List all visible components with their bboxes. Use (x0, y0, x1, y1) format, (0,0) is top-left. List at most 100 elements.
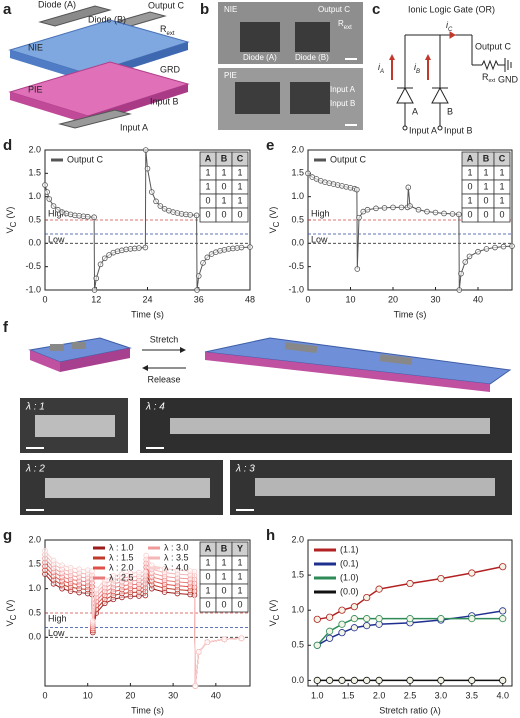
label: Input A (120, 122, 148, 132)
point (432, 209, 439, 216)
label: PIE (28, 84, 43, 94)
point (191, 568, 198, 575)
point (50, 557, 57, 564)
y-axis-label: C (9, 221, 18, 227)
x-tick-label: 0 (42, 294, 47, 304)
table-value: 1 (205, 557, 210, 567)
photo-detail (235, 82, 280, 114)
panel-c: c Ionic Logic Gate (OR) iC Output C iA i… (372, 1, 519, 135)
point (468, 569, 476, 577)
legend-label: Output C (330, 154, 367, 164)
y-axis-label: VC (V) (268, 600, 281, 627)
label: iA (378, 62, 384, 74)
series-line (317, 565, 503, 621)
point (313, 615, 321, 623)
point (456, 287, 463, 293)
label: C (448, 27, 453, 33)
point (406, 615, 414, 623)
sample-side (30, 350, 60, 372)
table-value: 1 (237, 167, 242, 177)
point (364, 206, 371, 213)
x-axis-label: Time (s) (131, 705, 164, 715)
label: Input B (330, 99, 355, 108)
table-value: 0 (221, 585, 226, 595)
point (305, 170, 311, 177)
table-value: 1 (483, 167, 488, 177)
legend-label: λ : 2.5 (109, 572, 134, 582)
x-tick-label: 12 (91, 294, 101, 304)
point (157, 203, 164, 209)
legend-label: (1.0) (340, 572, 359, 582)
y-axis-label: V (268, 227, 278, 233)
legend-label: Output C (67, 154, 104, 164)
x-tick-label: 3.5 (466, 690, 479, 700)
y-tick-label: -0.5 (288, 261, 304, 271)
table-value: 1 (237, 557, 242, 567)
point (350, 676, 358, 684)
x-tick-label: 4.0 (496, 690, 509, 700)
table-value: 0 (205, 209, 210, 219)
table-value: 1 (221, 557, 226, 567)
label: Release (147, 374, 180, 384)
y-tick-label: 1.0 (291, 605, 304, 615)
point (363, 615, 371, 623)
point (142, 569, 149, 575)
label: R (338, 19, 344, 28)
point (46, 196, 53, 202)
y-axis-label: (V) (268, 600, 278, 612)
label: i (414, 62, 417, 72)
x-tick-label: 20 (388, 294, 398, 304)
label: GRD (160, 64, 181, 74)
legend-label: λ : 1.5 (109, 552, 134, 562)
table-value: 0 (499, 209, 504, 219)
y-axis-label: V (5, 620, 15, 626)
table-value: 0 (237, 599, 242, 609)
table-value: 0 (237, 209, 242, 219)
label: Rext (338, 19, 352, 30)
point (458, 270, 464, 277)
threshold-label: Low (48, 628, 65, 638)
x-tick-label: 30 (430, 294, 440, 304)
point (338, 629, 346, 637)
table-value: 0 (205, 571, 210, 581)
point (89, 568, 95, 574)
table-value: 1 (237, 585, 242, 595)
table-value: 0 (221, 209, 226, 219)
legend-label: λ : 4.0 (164, 562, 189, 572)
x-tick-label: 40 (211, 690, 221, 700)
point (424, 208, 430, 215)
y-axis-label: C (272, 614, 281, 620)
legend-label: λ : 3.0 (164, 542, 189, 552)
x-axis-label: Time (s) (131, 309, 164, 319)
point (509, 243, 515, 249)
point (76, 566, 82, 572)
point (390, 204, 396, 211)
point (415, 206, 422, 213)
table-header: Y (237, 543, 243, 553)
point (499, 563, 507, 571)
scale-bar (345, 58, 357, 60)
label: Output C (318, 5, 350, 14)
photo-label: λ : 1 (25, 402, 45, 413)
table-value: 1 (237, 571, 242, 581)
x-tick-label: 1.5 (342, 690, 355, 700)
label: Diode (B) (88, 14, 126, 24)
label: Diode (A) (243, 53, 277, 62)
x-tick-label: 20 (125, 690, 135, 700)
point (338, 606, 346, 614)
point (398, 204, 405, 211)
point (67, 564, 74, 571)
x-tick-label: 1.0 (311, 690, 324, 700)
point (483, 246, 490, 252)
legend-label: (1.1) (340, 544, 359, 554)
table-value: 1 (205, 181, 210, 191)
photo-detail (255, 478, 495, 496)
diode (431, 86, 449, 104)
point (200, 260, 206, 266)
panel-f: f Stretch Release λ : 1 λ : 4 λ : 2 λ : … (3, 319, 512, 515)
table-value: 0 (483, 209, 488, 219)
point (375, 585, 383, 593)
scale-bar (26, 509, 44, 511)
label: ext (489, 78, 496, 84)
